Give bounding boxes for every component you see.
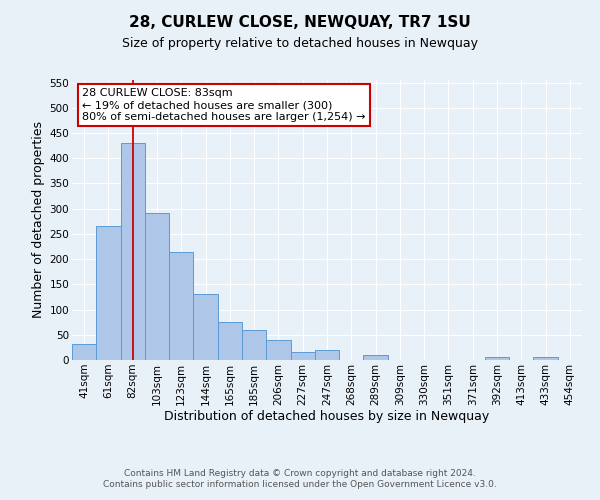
Bar — [193, 294, 218, 360]
Bar — [290, 352, 315, 360]
Bar — [364, 355, 388, 360]
Text: Size of property relative to detached houses in Newquay: Size of property relative to detached ho… — [122, 38, 478, 51]
Bar — [72, 344, 96, 360]
Bar — [242, 330, 266, 360]
Bar — [218, 322, 242, 360]
Bar — [266, 340, 290, 360]
Text: Contains public sector information licensed under the Open Government Licence v3: Contains public sector information licen… — [103, 480, 497, 489]
Bar — [533, 358, 558, 360]
Bar — [169, 252, 193, 360]
Bar — [96, 226, 121, 360]
Bar — [145, 212, 169, 360]
Y-axis label: Number of detached properties: Number of detached properties — [32, 122, 46, 318]
Text: Contains HM Land Registry data © Crown copyright and database right 2024.: Contains HM Land Registry data © Crown c… — [124, 468, 476, 477]
Bar — [485, 358, 509, 360]
Text: 28, CURLEW CLOSE, NEWQUAY, TR7 1SU: 28, CURLEW CLOSE, NEWQUAY, TR7 1SU — [129, 15, 471, 30]
Bar — [121, 143, 145, 360]
X-axis label: Distribution of detached houses by size in Newquay: Distribution of detached houses by size … — [164, 410, 490, 424]
Text: 28 CURLEW CLOSE: 83sqm
← 19% of detached houses are smaller (300)
80% of semi-de: 28 CURLEW CLOSE: 83sqm ← 19% of detached… — [82, 88, 366, 122]
Bar — [315, 350, 339, 360]
